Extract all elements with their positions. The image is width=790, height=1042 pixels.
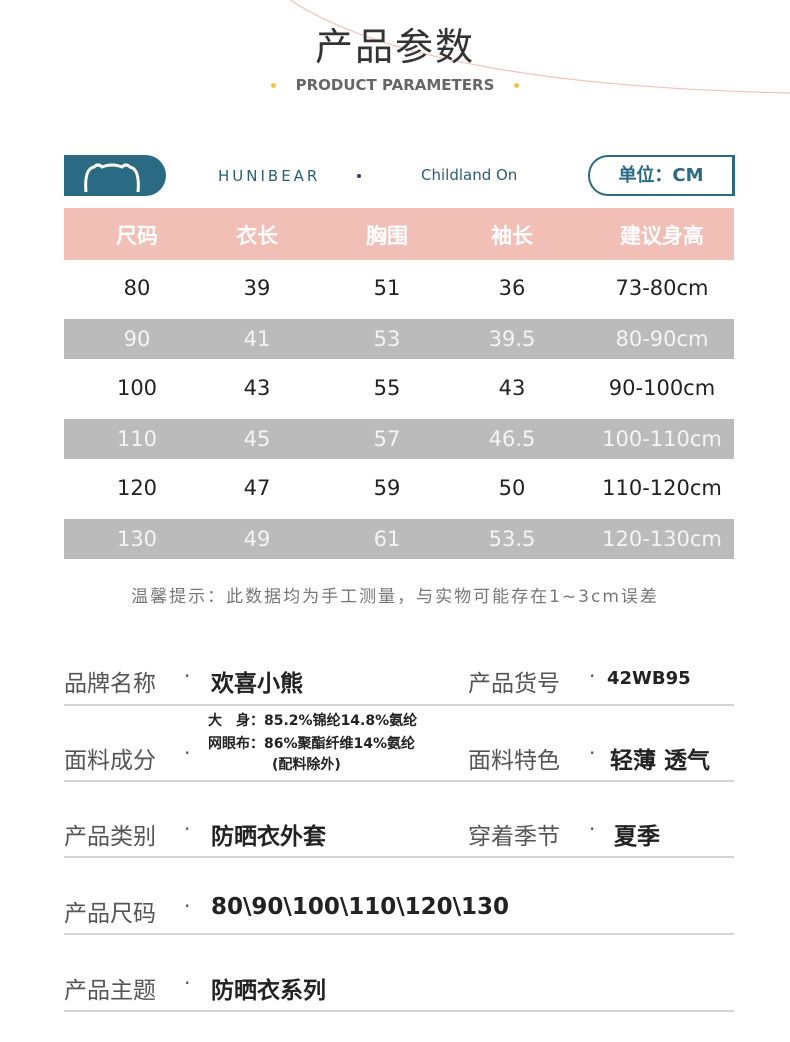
column-header: 袖长: [491, 224, 533, 248]
divider: [64, 780, 734, 782]
theme-value: 防晒衣系列: [211, 978, 326, 1004]
table-row: 130 49 61 53.5 120-130cm: [64, 519, 734, 559]
brand-name: HUNIBEAR: [218, 167, 321, 185]
fabric-label: 面料成分: [64, 748, 156, 774]
page-title: 产品参数: [314, 25, 475, 69]
divider: [64, 856, 734, 858]
table-cell: 90: [123, 327, 151, 351]
table-cell: 39: [243, 276, 271, 300]
table-cell: 43: [498, 376, 526, 400]
table-cell: 51: [373, 276, 401, 300]
separator: ·: [589, 817, 596, 841]
table-cell: 120: [116, 476, 158, 500]
table-cell: 43: [243, 376, 271, 400]
decorative-arc: [289, 0, 790, 94]
table-cell: 47: [243, 476, 271, 500]
column-header: 建议身高: [620, 224, 704, 248]
theme-label: 产品主题: [64, 978, 156, 1004]
separator: ·: [184, 817, 191, 841]
feature-value: 轻薄 透气: [610, 748, 711, 774]
table-cell: 61: [373, 527, 401, 551]
table-row: 100 43 55 43 90-100cm: [64, 368, 734, 408]
separator: ·: [589, 741, 596, 765]
table-cell: 100: [116, 376, 158, 400]
category-value: 防晒衣外套: [211, 824, 326, 850]
table-cell: 110-120cm: [602, 476, 722, 500]
fabric-line: 网眼布：86%聚酯纤维14%氨纶: [208, 736, 416, 752]
code-value: 42WB95: [607, 668, 691, 689]
table-row: 120 47 59 50 110-120cm: [64, 468, 734, 508]
divider: [64, 704, 734, 706]
separator-dot: [357, 174, 361, 178]
size-value: 80\90\100\110\120\130: [211, 894, 510, 920]
feature-label: 面料特色: [468, 748, 560, 774]
table-cell: 130: [116, 527, 158, 551]
table-cell: 49: [243, 527, 271, 551]
separator: ·: [184, 741, 191, 765]
table-cell: 80: [123, 276, 151, 300]
table-cell: 46.5: [488, 427, 536, 451]
table-cell: 39.5: [488, 327, 536, 351]
separator: ·: [184, 664, 191, 688]
category-label: 产品类别: [64, 824, 156, 850]
table-cell: 53: [373, 327, 401, 351]
unit-badge: 单位：CM: [588, 155, 735, 196]
table-cell: 73-80cm: [615, 276, 709, 300]
size-label: 产品尺码: [64, 901, 156, 927]
dot-icon: [270, 83, 276, 88]
table-cell: 59: [373, 476, 401, 500]
column-header: 胸围: [366, 224, 408, 248]
subtitle-text: PRODUCT PARAMETERS: [295, 76, 495, 94]
table-cell: 53.5: [488, 527, 536, 551]
table-cell: 36: [498, 276, 526, 300]
separator: ·: [184, 971, 191, 995]
bear-ears-icon: [64, 155, 166, 196]
measurement-note: 温馨提示：此数据均为手工测量，与实物可能存在1~3cm误差: [131, 587, 659, 607]
column-header: 尺码: [116, 224, 158, 248]
table-row: 90 41 53 39.5 80-90cm: [64, 319, 734, 359]
table-row: 80 39 51 36 73-80cm: [64, 268, 734, 308]
table-cell: 41: [243, 327, 271, 351]
table-cell: 45: [243, 427, 271, 451]
size-table-header: 尺码 衣长 胸围 袖长 建议身高: [64, 208, 734, 260]
table-cell: 80-90cm: [615, 327, 709, 351]
table-cell: 90-100cm: [608, 376, 716, 400]
code-label: 产品货号: [468, 671, 560, 697]
page-subtitle: PRODUCT PARAMETERS: [0, 76, 790, 94]
dot-icon: [514, 83, 520, 88]
column-header: 衣长: [236, 224, 278, 248]
fabric-line: 大 身：85.2%锦纶14.8%氨纶: [208, 713, 418, 729]
table-cell: 100-110cm: [602, 427, 722, 451]
table-cell: 55: [373, 376, 401, 400]
divider: [64, 933, 734, 935]
fabric-line: (配料除外): [272, 757, 341, 773]
table-cell: 57: [373, 427, 401, 451]
brand-value: 欢喜小熊: [211, 671, 303, 697]
table-cell: 110: [116, 427, 158, 451]
season-value: 夏季: [614, 824, 660, 850]
table-cell: 120-130cm: [602, 527, 722, 551]
separator: ·: [589, 664, 596, 688]
season-label: 穿着季节: [468, 824, 560, 850]
brand-slogan: Childland On: [421, 166, 518, 184]
divider: [64, 1010, 734, 1012]
table-cell: 50: [498, 476, 526, 500]
separator: ·: [184, 894, 191, 918]
table-row: 110 45 57 46.5 100-110cm: [64, 419, 734, 459]
brand-label: 品牌名称: [64, 671, 156, 697]
